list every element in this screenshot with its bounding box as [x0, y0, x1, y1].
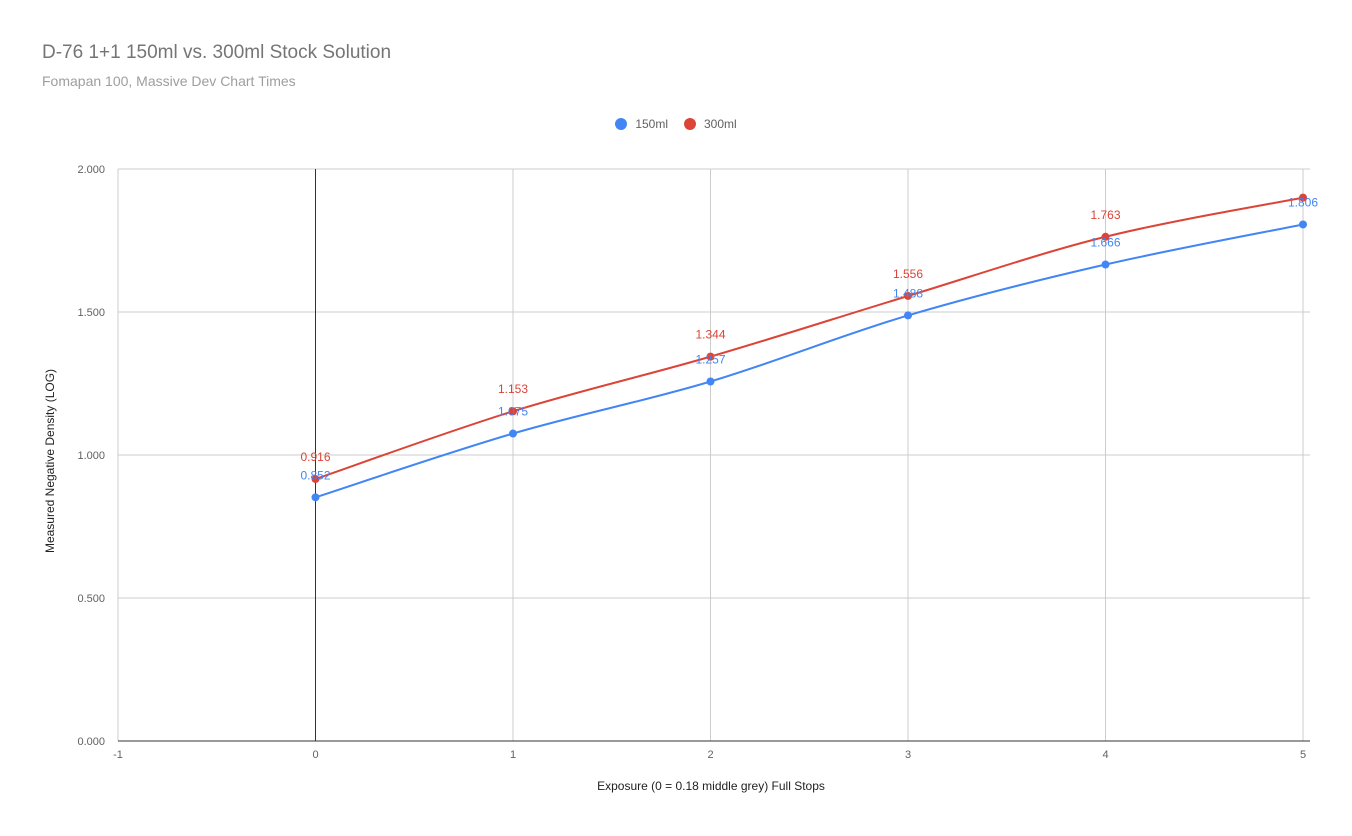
x-tick-label: 5 — [1300, 749, 1306, 761]
series-line-150ml — [315, 223, 1304, 499]
data-point-150ml — [1299, 220, 1307, 229]
x-tick-label: -1 — [113, 749, 123, 761]
legend: 150ml 300ml — [0, 117, 1352, 131]
y-tick-label: 1.500 — [77, 307, 105, 319]
data-point-300ml — [1299, 193, 1307, 202]
y-tick-label: 0.000 — [77, 736, 105, 748]
data-point-300ml — [1101, 232, 1110, 241]
data-point-150ml — [1101, 260, 1110, 269]
data-label-300ml: 0.916 — [300, 450, 330, 464]
data-point-300ml — [311, 475, 320, 484]
data-labels: 0.916 1.153 1.344 1.556 1.763 0.852 1.075 1.257… — [300, 195, 1318, 482]
data-point-150ml — [311, 493, 320, 502]
data-point-150ml — [904, 311, 912, 320]
axes: 0.000 0.500 1.000 1.500 2.000 -1 0 1 2 3 4 5 — [77, 164, 1310, 761]
data-label-300ml: 1.344 — [695, 328, 725, 342]
legend-label-300ml: 300ml — [704, 117, 737, 131]
chart-subtitle: Fomapan 100, Massive Dev Chart Times — [42, 73, 296, 89]
legend-marker-300ml — [684, 118, 696, 130]
legend-marker-150ml — [615, 118, 628, 130]
data-label-150ml: 1.488 — [893, 286, 923, 300]
data-label-300ml: 1.153 — [498, 382, 528, 396]
data-label-150ml: 1.666 — [1090, 236, 1120, 250]
x-tick-label: 0 — [312, 749, 318, 761]
data-point-300ml — [509, 407, 517, 416]
y-axis-title: Measured Negative Density (LOG) — [43, 369, 57, 553]
data-point-150ml — [509, 429, 517, 438]
series-line-300ml — [315, 196, 1304, 480]
chart-title: D-76 1+1 150ml vs. 300ml Stock Solution — [42, 42, 392, 63]
data-label-150ml: 1.075 — [498, 405, 528, 419]
legend-label-150ml: 150ml — [635, 117, 668, 131]
x-axis-title: Exposure (0 = 0.18 middle grey) Full Sto… — [597, 779, 825, 793]
data-label-300ml: 1.556 — [893, 267, 923, 281]
data-label-150ml: 1.806 — [1288, 195, 1318, 209]
x-tick-label: 2 — [707, 749, 713, 761]
legend-item-300ml[interactable]: 300ml — [684, 117, 737, 131]
x-tick-label: 4 — [1102, 749, 1108, 761]
data-point-300ml — [706, 352, 715, 361]
gridlines — [117, 168, 1310, 741]
legend-item-150ml[interactable]: 150ml — [615, 117, 668, 131]
data-label-150ml: 1.257 — [695, 352, 725, 366]
data-label-300ml: 1.763 — [1090, 208, 1120, 222]
x-tick-label: 3 — [905, 749, 911, 761]
data-point-150ml — [706, 377, 715, 386]
data-point-300ml — [904, 291, 912, 300]
y-tick-label: 2.000 — [77, 164, 105, 176]
y-tick-label: 1.000 — [77, 450, 105, 462]
data-label-150ml: 0.852 — [300, 468, 330, 482]
x-tick-label: 1 — [510, 749, 516, 761]
series-layer — [311, 193, 1307, 502]
y-tick-label: 0.500 — [77, 593, 105, 605]
